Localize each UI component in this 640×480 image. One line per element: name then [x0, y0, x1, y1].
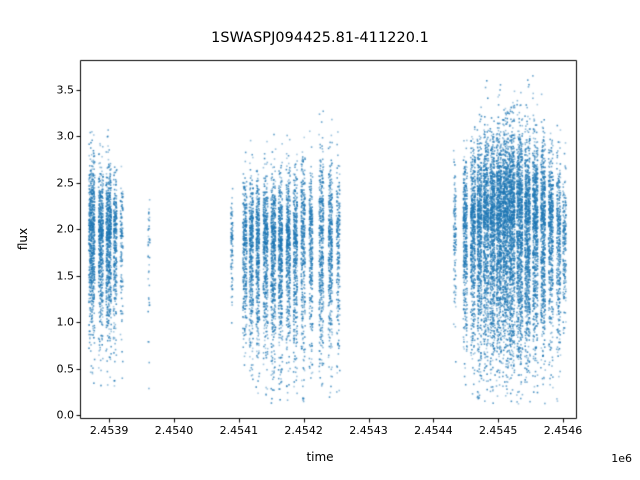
matplotlib-figure: 1SWASPJ094425.81-411220.1 time flux 1e6 … — [0, 0, 640, 480]
scatter-plot-canvas — [0, 0, 640, 480]
